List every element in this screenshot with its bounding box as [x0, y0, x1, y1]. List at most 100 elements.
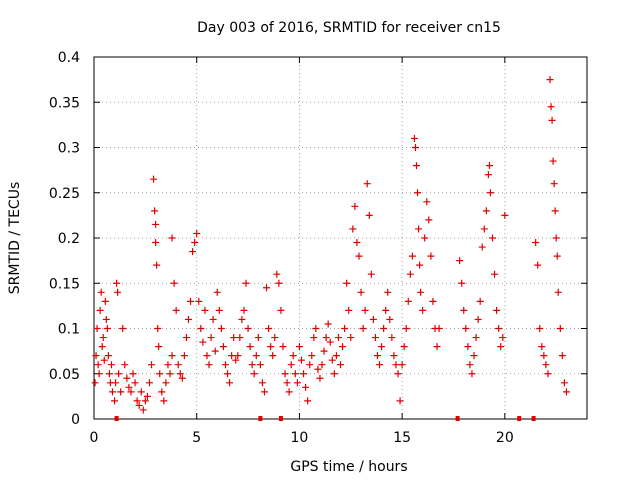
data-point [289, 352, 297, 360]
data-point [551, 207, 559, 215]
data-point [538, 343, 546, 351]
data-point [150, 175, 158, 183]
data-point [230, 334, 238, 342]
data-point [359, 325, 367, 332]
data-point [306, 361, 314, 369]
data-point [324, 320, 332, 328]
data-point [373, 352, 381, 360]
data-point [411, 144, 419, 151]
data-point [404, 297, 412, 305]
gap-marker [517, 416, 522, 421]
data-point [341, 325, 349, 332]
data-point [285, 388, 293, 396]
data-point [355, 252, 363, 260]
gap-marker [455, 416, 460, 421]
data-point [219, 343, 227, 351]
data-point [273, 270, 281, 278]
data-point [419, 306, 427, 314]
data-point [466, 361, 474, 369]
data-point [376, 361, 384, 369]
y-tick-label: 0.25 [49, 186, 80, 202]
data-point [320, 347, 328, 355]
data-point [464, 343, 472, 351]
data-point [482, 207, 490, 215]
data-point [99, 334, 107, 342]
data-point [540, 352, 548, 360]
y-tick-label: 0.4 [58, 50, 80, 66]
data-point [316, 374, 324, 382]
data-point [228, 352, 236, 360]
data-point [96, 306, 104, 314]
data-point [197, 325, 205, 332]
y-tick-label: 0.15 [49, 276, 80, 292]
data-point [160, 397, 168, 405]
data-point [390, 352, 398, 360]
data-point [248, 361, 256, 369]
data-point [351, 202, 359, 210]
gridlines [94, 57, 587, 419]
gap-marker [531, 416, 536, 421]
data-point [267, 343, 275, 351]
data-point [460, 306, 468, 314]
data-point [558, 352, 566, 360]
data-point [287, 361, 295, 369]
data-point [302, 383, 310, 391]
data-point [139, 406, 147, 414]
data-point [365, 211, 373, 219]
data-point [334, 334, 342, 342]
data-point [326, 338, 334, 346]
y-tick-label: 0.3 [58, 141, 80, 157]
data-point [129, 370, 137, 378]
data-point [133, 397, 141, 405]
data-point [476, 297, 484, 305]
data-point [363, 180, 371, 188]
data-point [380, 325, 388, 332]
data-point [217, 325, 225, 332]
data-point [240, 306, 248, 314]
data-point [485, 162, 493, 170]
data-point [117, 388, 125, 396]
data-point [423, 198, 431, 206]
data-point [369, 315, 377, 323]
data-point [371, 334, 379, 342]
data-point [486, 189, 494, 197]
data-point [378, 343, 386, 351]
data-point [107, 361, 115, 369]
axis-ticks [93, 56, 587, 420]
data-point [398, 361, 406, 369]
data-point [119, 325, 127, 332]
data-point [328, 356, 336, 364]
data-point [174, 361, 182, 369]
data-point [550, 180, 558, 188]
data-point [433, 343, 441, 351]
data-point [406, 270, 414, 278]
data-point [191, 239, 199, 247]
data-point [427, 252, 435, 260]
data-point [242, 279, 250, 287]
x-tick-label: 20 [496, 430, 514, 446]
data-point [127, 388, 135, 396]
data-point [215, 306, 223, 314]
data-point [554, 288, 562, 296]
data-point [145, 379, 153, 387]
data-point [236, 334, 244, 342]
data-point [176, 370, 184, 378]
data-point [553, 252, 561, 260]
data-point [413, 162, 421, 170]
data-point [101, 297, 109, 305]
data-point [164, 361, 172, 369]
data-point [361, 306, 369, 314]
data-point [484, 171, 492, 179]
data-point [180, 352, 188, 360]
y-tick-label: 0.35 [49, 95, 80, 111]
data-point [195, 297, 203, 305]
data-point [415, 225, 423, 233]
data-point [103, 325, 111, 332]
data-point [367, 270, 375, 278]
data-point [201, 306, 209, 314]
data-point [158, 388, 166, 396]
data-point [187, 297, 195, 305]
data-point [357, 288, 365, 296]
data-point [254, 334, 262, 342]
data-point [548, 116, 556, 124]
